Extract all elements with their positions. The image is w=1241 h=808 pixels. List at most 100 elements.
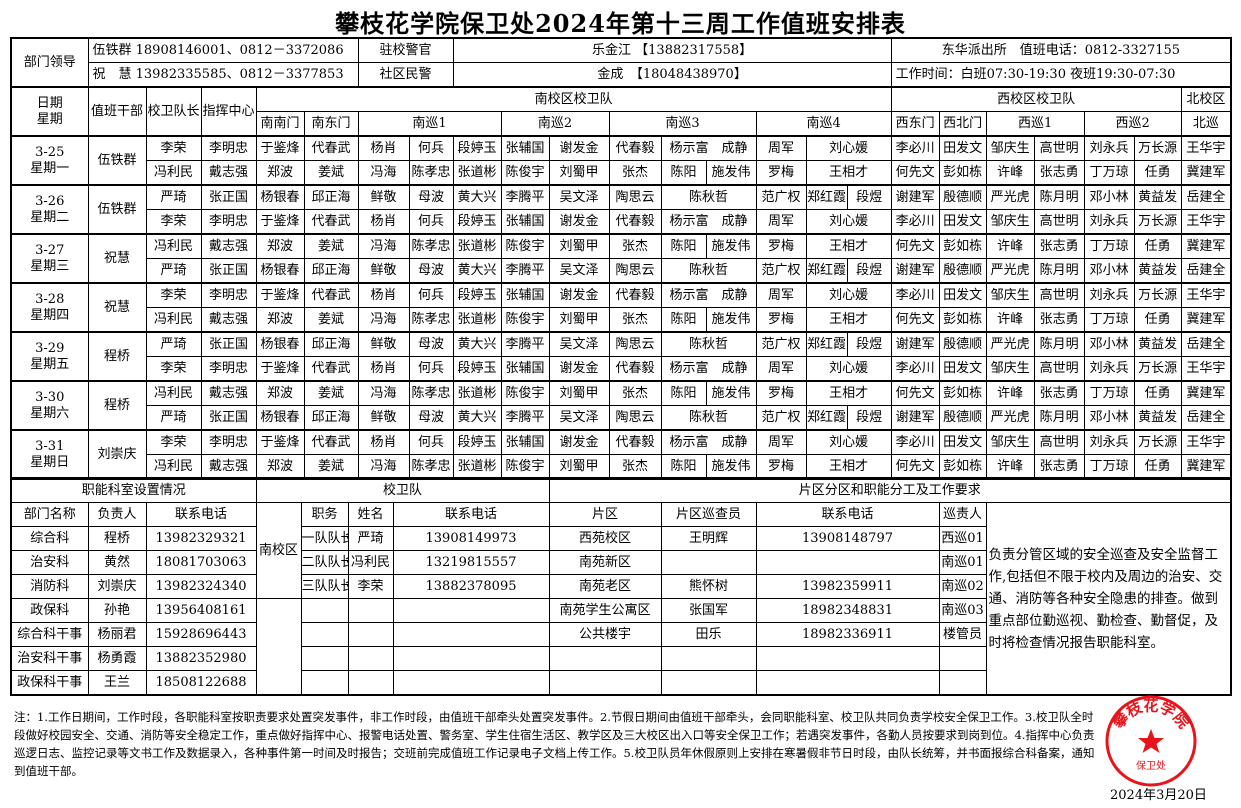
guard-cell xyxy=(300,670,349,696)
staff-cell: 冀建军 xyxy=(1180,233,1232,259)
staff-cell: 冀建军 xyxy=(1180,160,1232,186)
weekday: 星期六 xyxy=(30,405,70,421)
header-duty: 值班干部 xyxy=(87,86,147,137)
staff-cell: 段煜 xyxy=(846,405,892,431)
staff-cell: 何兵 xyxy=(408,282,454,308)
staff-cell: 母波 xyxy=(408,258,454,284)
staff-cell: 彭如栋 xyxy=(938,380,987,406)
guard-cell xyxy=(392,598,550,623)
date: 3-30 xyxy=(35,389,65,405)
staff-cell: 代春武 xyxy=(303,282,359,308)
staff-cell: 殷德顺 xyxy=(938,405,987,431)
staff-cell: 李荣 xyxy=(145,429,202,455)
header-date: 日期 星期 xyxy=(10,86,89,137)
staff-cell: 陈秋哲 xyxy=(660,331,757,357)
guard-cell: 李荣 xyxy=(347,574,394,599)
schedule-row: 李荣 李明忠 于鉴烽 代春武 杨肖 何兵 段婷玉 张辅国 谢发金 代春毅 杨示富 成静 周军 刘心媛 李必… xyxy=(11,356,1232,382)
guard-cell xyxy=(392,670,550,696)
duty-officer: 程桥 xyxy=(87,331,147,382)
staff-cell: 陶思云 xyxy=(608,184,662,210)
staff-cell: 殷德顺 xyxy=(938,258,987,284)
date: 3-29 xyxy=(35,340,65,356)
staff-cell: 张志勇 xyxy=(1033,454,1085,480)
zone-cell: 18982336911 xyxy=(755,622,940,647)
staff-cell: 何先文 xyxy=(890,160,940,186)
guard-cell xyxy=(347,622,394,647)
staff-cell: 张志勇 xyxy=(1033,160,1085,186)
info-row: 部门名称 负责人 联系电话 南校区 职务 姓名 联系电话 片区 片区巡查员 联系电话 巡责人 负责分管… xyxy=(10,502,1232,696)
schedule-row: 冯利民 戴志强 郑波 姜斌 冯海 陈孝忠 张道彬 陈俊宇 刘蜀甲 张杰 陈阳 施发伟 罗梅 王相才 何先文彭… xyxy=(11,454,1232,480)
staff-cell: 杨示富 成静 xyxy=(660,135,757,161)
staff-cell: 谢建军 xyxy=(890,405,940,431)
staff-cell: 姜斌 xyxy=(303,233,359,259)
officer-label: 驻校警官 xyxy=(357,37,454,63)
duty-officer: 程桥 xyxy=(87,380,147,431)
header-south: 南校区校卫队 xyxy=(255,86,892,112)
staff-cell: 段煜 xyxy=(846,258,892,284)
staff-cell: 田发文 xyxy=(938,429,987,455)
staff-cell: 杨银春 xyxy=(255,184,305,210)
guard-cell: 13219815557 xyxy=(392,550,550,575)
department-cell: 13882352980 xyxy=(145,646,257,671)
staff-cell: 张杰 xyxy=(608,380,662,406)
staff-cell: 段煜 xyxy=(846,184,892,210)
staff-cell: 邹庆生 xyxy=(985,282,1035,308)
staff-cell: 戴志强 xyxy=(200,233,257,259)
schedule-row: 3-31 星期日 刘崇庆 李荣 李明忠 于鉴烽 代春武 杨肖 何兵 段婷玉 张辅国 谢发金 代春毅 杨示富… xyxy=(10,429,1232,480)
staff-cell: 张正国 xyxy=(200,184,257,210)
star-icon xyxy=(1138,729,1164,753)
staff-cell: 何先文 xyxy=(890,454,940,480)
staff-cell: 于鉴烽 xyxy=(255,356,305,382)
staff-cell: 严光虎 xyxy=(985,405,1035,431)
header-command: 指挥中心 xyxy=(200,86,257,137)
zone-cell: 南巡02 xyxy=(938,574,987,599)
staff-cell: 彭如栋 xyxy=(938,307,987,333)
department-cell: 治安科干事 xyxy=(10,646,89,671)
date-cell: 3-31 星期日 xyxy=(10,429,89,480)
notes: 注：1.工作日期间，工作时段，各职能科室按职责要求处置突发事件，非工作时段，由值… xyxy=(14,710,1095,778)
staff-cell: 刘永兵 xyxy=(1083,135,1135,161)
staff-cell: 王相才 xyxy=(805,233,892,259)
staff-cell: 戴志强 xyxy=(200,160,257,186)
zone-cell: 熊怀树 xyxy=(660,574,757,599)
staff-cell: 李荣 xyxy=(145,209,202,235)
staff-cell: 张道彬 xyxy=(452,454,502,480)
staff-cell: 许峰 xyxy=(985,307,1035,333)
guard-cell: 二队队长 xyxy=(300,550,349,575)
staff-cell: 杨示富 成静 xyxy=(660,429,757,455)
staff-cell: 鲜敬 xyxy=(357,184,410,210)
staff-cell: 田发文 xyxy=(938,282,987,308)
zone-column-header: 片区 xyxy=(548,502,662,527)
staff-cell: 谢发金 xyxy=(548,135,610,161)
staff-cell: 张志勇 xyxy=(1033,233,1085,259)
guard-cell xyxy=(392,646,550,671)
staff-cell: 何兵 xyxy=(408,135,454,161)
staff-cell: 陈月明 xyxy=(1033,184,1085,210)
staff-cell: 杨示富 成静 xyxy=(660,282,757,308)
staff-cell: 李荣 xyxy=(145,135,202,161)
guard-column-header: 职务 xyxy=(300,502,349,527)
staff-cell: 黄益发 xyxy=(1133,258,1182,284)
staff-cell: 冯利民 xyxy=(145,307,202,333)
staff-cell: 李腾平 xyxy=(500,258,550,284)
staff-cell: 万长源 xyxy=(1133,135,1182,161)
staff-cell: 鲜敬 xyxy=(357,331,410,357)
staff-cell: 吴文泽 xyxy=(548,331,610,357)
header-sub: 西北门 xyxy=(938,111,987,137)
schedule-row: 3-25 星期一 伍铁群 李荣 李明忠 于鉴烽 代春武 杨肖 何兵 段婷玉 张辅国 谢发金 代春毅 杨示富… xyxy=(10,135,1232,186)
staff-cell: 谢发金 xyxy=(548,356,610,382)
staff-cell: 丁万琼 xyxy=(1083,380,1135,406)
staff-cell: 许峰 xyxy=(985,380,1035,406)
staff-cell: 吴文泽 xyxy=(548,405,610,431)
zone-cell xyxy=(548,670,662,696)
staff-cell: 张志勇 xyxy=(1033,380,1085,406)
staff-cell: 张杰 xyxy=(608,233,662,259)
department-cell: 杨丽君 xyxy=(87,622,147,647)
staff-cell: 冯利民 xyxy=(145,160,202,186)
staff-cell: 郑波 xyxy=(255,380,305,406)
date-cell: 3-30 星期六 xyxy=(10,380,89,431)
staff-cell: 戴志强 xyxy=(200,454,257,480)
staff-cell: 刘蜀甲 xyxy=(548,307,610,333)
guard-cell xyxy=(300,646,349,671)
staff-cell: 严琦 xyxy=(145,331,202,357)
